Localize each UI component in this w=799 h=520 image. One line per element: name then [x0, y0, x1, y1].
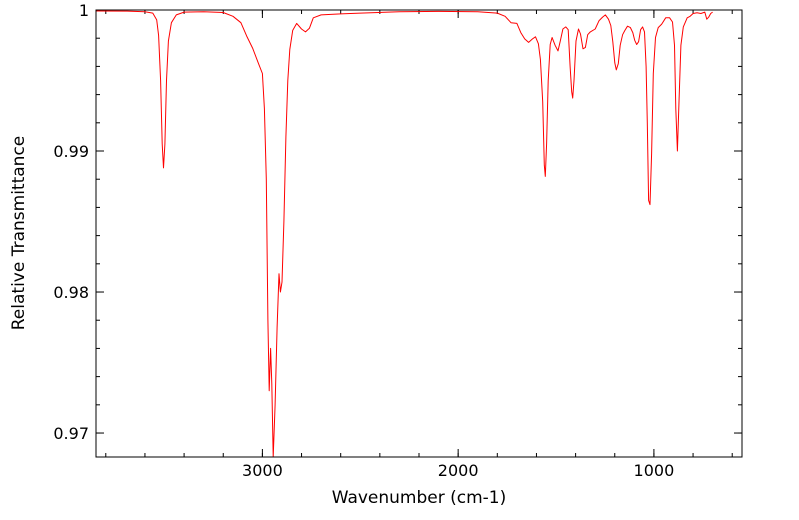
y-tick-label: 0.97	[53, 424, 89, 443]
y-axis-label: Relative Transmittance	[9, 136, 29, 331]
y-tick-label: 0.99	[53, 142, 89, 161]
x-tick-label: 3000	[242, 461, 283, 480]
spectrum-line	[95, 10, 713, 458]
y-tick-label: 1	[79, 1, 89, 20]
y-tick-label: 0.98	[53, 283, 89, 302]
plot-area	[96, 10, 742, 457]
plot-frame	[95, 9, 743, 458]
x-tick-label: 2000	[438, 461, 479, 480]
x-tick-label: 1000	[634, 461, 675, 480]
x-axis-label: Wavenumber (cm-1)	[332, 488, 507, 508]
ticks-layer: 3000 2000 1000 1 0.99 0.98 0.97	[53, 1, 742, 480]
